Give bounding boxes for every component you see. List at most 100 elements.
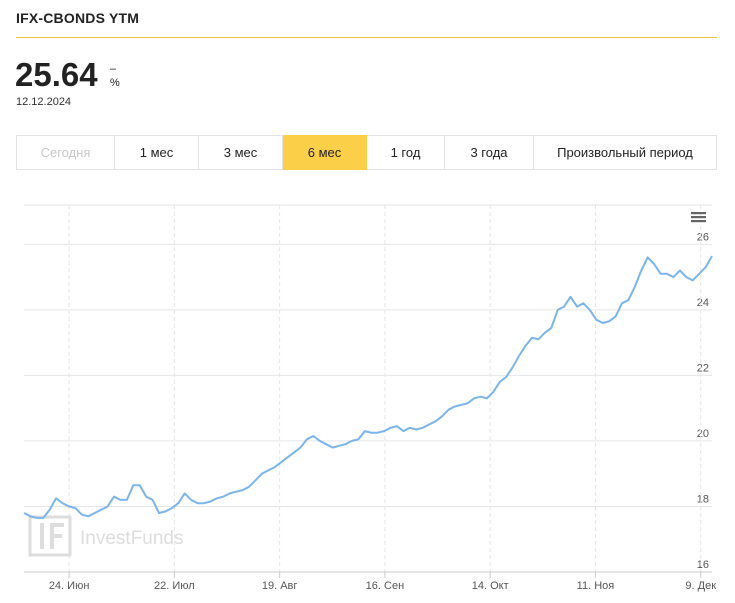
data-point [499,381,501,383]
data-point [100,509,102,511]
data-point [480,396,482,398]
series-line [23,255,713,519]
tab-4[interactable]: 1 год [367,135,445,170]
data-point [325,443,327,445]
data-point [505,376,507,378]
y-tick-label: 18 [697,493,709,505]
data-point [711,255,713,257]
data-point [686,276,688,278]
current-value: 25.64 [15,56,98,93]
data-point [544,332,546,334]
data-point [647,257,649,259]
data-point [216,498,218,500]
y-tick-label: 26 [697,231,709,243]
data-point [313,435,315,437]
data-point [126,499,128,501]
data-point [602,322,604,324]
data-point [486,398,488,400]
data-point [525,345,527,347]
data-point [563,306,565,308]
title-divider [16,37,717,38]
data-point [255,480,257,482]
data-point [178,502,180,504]
data-point [512,366,514,368]
tab-2[interactable]: 3 мес [199,135,283,170]
x-tick-label: 19. Авг [262,580,298,592]
data-point [242,489,244,491]
watermark-text: InvestFunds [80,528,184,549]
x-tick-label: 9. Дек [685,580,716,592]
data-point [268,470,270,472]
data-point [634,286,636,288]
data-point [390,427,392,429]
data-point [615,316,617,318]
data-point [570,296,572,298]
data-point [351,440,353,442]
data-point [435,421,437,423]
data-point [88,516,90,518]
data-point [454,406,456,408]
data-point [345,443,347,445]
data-point [300,447,302,449]
data-point [692,280,694,282]
tab-5[interactable]: 3 года [445,135,534,170]
data-point [68,506,70,508]
y-tick-label: 22 [697,362,709,374]
data-point [705,267,707,269]
data-point [493,391,495,393]
data-point [608,321,610,323]
tab-6[interactable]: Произвольный период [534,135,717,170]
data-point [441,416,443,418]
tab-3[interactable]: 6 мес [283,135,367,170]
data-point [538,339,540,341]
data-point [223,496,225,498]
hamburger-menu-icon[interactable] [691,212,706,223]
data-point [229,493,231,495]
data-point [55,498,57,500]
data-point [49,509,51,511]
data-point [210,501,212,503]
data-point [287,457,289,459]
data-point [23,512,25,514]
data-point [589,309,591,311]
data-point [36,517,38,519]
data-point [583,303,585,305]
data-point [364,430,366,432]
data-point [158,512,160,514]
data-point [293,452,295,454]
value-date: 12.12.2024 [16,96,72,108]
data-point [261,473,263,475]
data-point [358,439,360,441]
data-point [94,512,96,514]
data-point [197,502,199,504]
data-point [62,502,64,504]
data-point [274,466,276,468]
unit-label: % [110,77,120,89]
data-point [518,355,520,357]
data-point [467,402,469,404]
data-point [679,270,681,272]
data-point [473,398,475,400]
data-point [576,306,578,308]
data-point [75,507,77,509]
watermark-logo-box [28,515,72,557]
change-value: – [110,63,117,75]
data-point [306,439,308,441]
instrument-title: IFX-CBONDS YTM [16,10,140,26]
data-point [698,273,700,275]
data-point [557,309,559,311]
tab-1[interactable]: 1 мес [115,135,199,170]
data-point [43,517,45,519]
data-point [370,432,372,434]
x-tick-label: 11. Ноя [577,580,615,592]
data-point [673,276,675,278]
data-point [377,432,379,434]
data-point [403,430,405,432]
data-point [338,445,340,447]
y-tick-label: 20 [697,428,709,440]
data-point [531,337,533,339]
y-tick-label: 16 [697,559,709,571]
data-point [120,499,122,501]
data-point [628,299,630,301]
data-point [448,409,450,411]
